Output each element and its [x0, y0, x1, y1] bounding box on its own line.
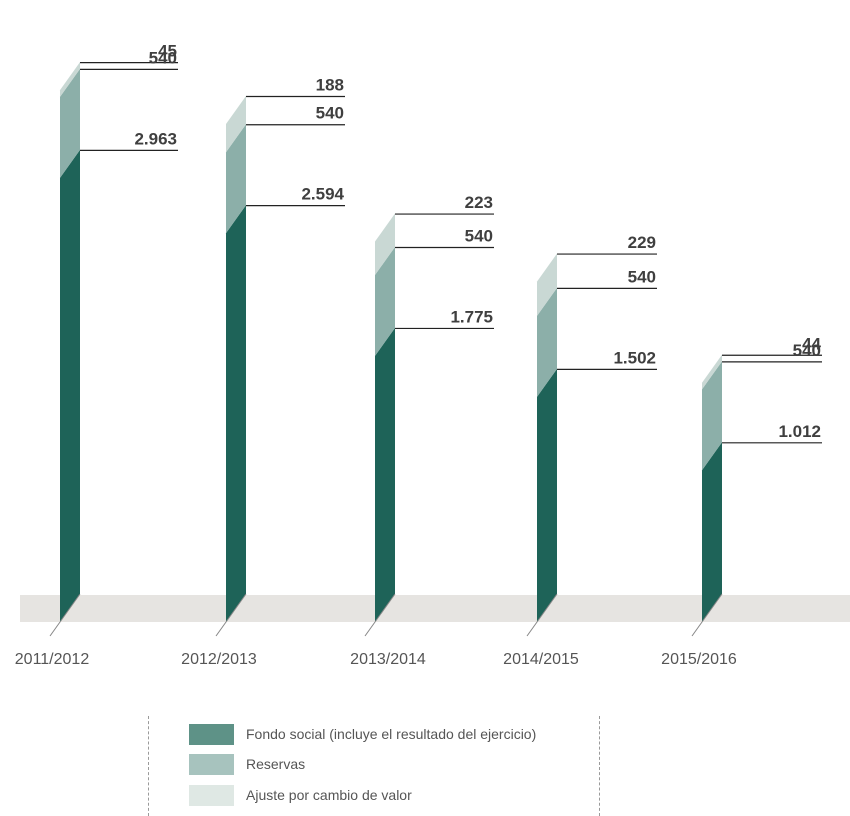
base-tick-4: [526, 593, 558, 637]
bar-segment-ajuste-1: [60, 62, 80, 97]
bar-segment-reservas-5: [702, 361, 722, 471]
bar-segment-reservas-3: [375, 246, 395, 356]
legend-label-fondo-social: Fondo social (incluye el resultado del e…: [246, 726, 537, 742]
legend-label-reservas: Reservas: [246, 756, 306, 772]
category-label-3: 2013/2014: [350, 651, 426, 668]
legend-item-ajuste: Ajuste por cambio de valor: [189, 783, 412, 807]
bar-segment-fondo-social-1: [60, 149, 80, 622]
category-label-2: 2012/2013: [181, 651, 257, 668]
base-tick-2: [215, 593, 247, 637]
data-label-ajuste-1: 45: [158, 42, 177, 61]
bar-segment-reservas-4: [537, 287, 557, 397]
bar-segment-reservas-2: [226, 124, 246, 234]
data-label-fondo-social-3: 1.775: [450, 307, 493, 326]
data-label-reservas-5: 540: [793, 341, 821, 360]
bar-segment-fondo-social-5: [702, 442, 722, 622]
base-tick-1: [49, 593, 81, 637]
legend-swatch-ajuste: [189, 784, 234, 806]
data-label-fondo-social-5: 1.012: [778, 422, 821, 441]
legend-item-reservas: Reservas: [189, 752, 305, 776]
bar-segment-ajuste-3: [375, 213, 395, 275]
data-label-ajuste-2: 188: [316, 76, 344, 95]
base-tick-5: [691, 593, 723, 637]
bar-segment-reservas-1: [60, 68, 80, 178]
bar-segment-ajuste-2: [226, 96, 246, 153]
data-label-reservas-1: 540: [149, 48, 177, 67]
data-label-reservas-2: 540: [316, 104, 344, 123]
stacked-bar-chart: 2.963540452011/20122.5945401882012/20131…: [15, 42, 850, 668]
data-label-ajuste-5: 44: [802, 334, 821, 353]
legend-swatch-reservas: [189, 753, 234, 775]
data-label-reservas-4: 540: [628, 267, 656, 286]
data-label-fondo-social-4: 1.502: [613, 348, 656, 367]
data-label-fondo-social-1: 2.963: [134, 129, 177, 148]
category-label-1: 2011/2012: [15, 651, 90, 668]
legend-item-fondo-social: Fondo social (incluye el resultado del e…: [189, 722, 536, 746]
bar-segment-fondo-social-2: [226, 205, 246, 622]
data-label-reservas-3: 540: [465, 226, 493, 245]
legend: Fondo social (incluye el resultado del e…: [148, 716, 600, 816]
legend-label-ajuste: Ajuste por cambio de valor: [246, 787, 412, 803]
chart-floor: [20, 595, 850, 622]
bar-segment-fondo-social-4: [537, 368, 557, 622]
bar-segment-fondo-social-3: [375, 327, 395, 622]
bar-segment-ajuste-5: [702, 354, 722, 390]
legend-swatch-fondo-social: [189, 723, 234, 745]
data-label-fondo-social-2: 2.594: [301, 185, 344, 204]
category-label-4: 2014/2015: [503, 651, 579, 668]
base-tick-3: [364, 593, 396, 637]
bar-segment-ajuste-4: [537, 253, 557, 316]
category-label-5: 2015/2016: [661, 651, 737, 668]
data-label-ajuste-4: 229: [628, 233, 656, 252]
data-label-ajuste-3: 223: [465, 193, 493, 212]
